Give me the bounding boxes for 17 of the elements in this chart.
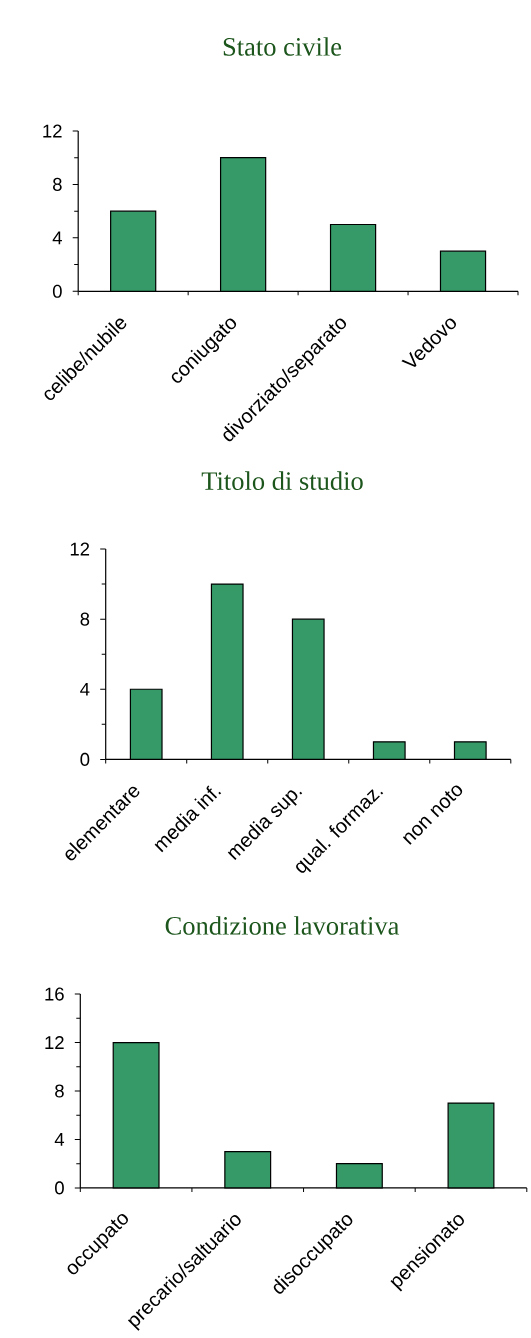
y-tick-label: 8 bbox=[53, 177, 62, 191]
y-tick-label: 0 bbox=[52, 284, 62, 298]
chart-title: Titolo di studio bbox=[201, 471, 363, 491]
y-tick-label: 16 bbox=[45, 987, 64, 1001]
y-tick-label: 4 bbox=[52, 231, 62, 245]
y-tick-label: 12 bbox=[70, 542, 90, 556]
y-tick-label: 8 bbox=[55, 1084, 64, 1098]
y-tick-label: 4 bbox=[54, 1133, 65, 1146]
y-tick-label: 4 bbox=[80, 682, 90, 696]
y-tick-label: 0 bbox=[55, 1181, 64, 1195]
y-tick-label: 12 bbox=[45, 1036, 64, 1050]
y-tick-label: 12 bbox=[43, 124, 62, 138]
chart-title: Stato civile bbox=[223, 37, 342, 56]
x-tick-label: non noto bbox=[402, 785, 463, 845]
chart-title: Condizione lavorativa bbox=[165, 916, 400, 935]
y-tick-label: 8 bbox=[80, 612, 90, 626]
y-tick-label: 0 bbox=[80, 752, 90, 766]
